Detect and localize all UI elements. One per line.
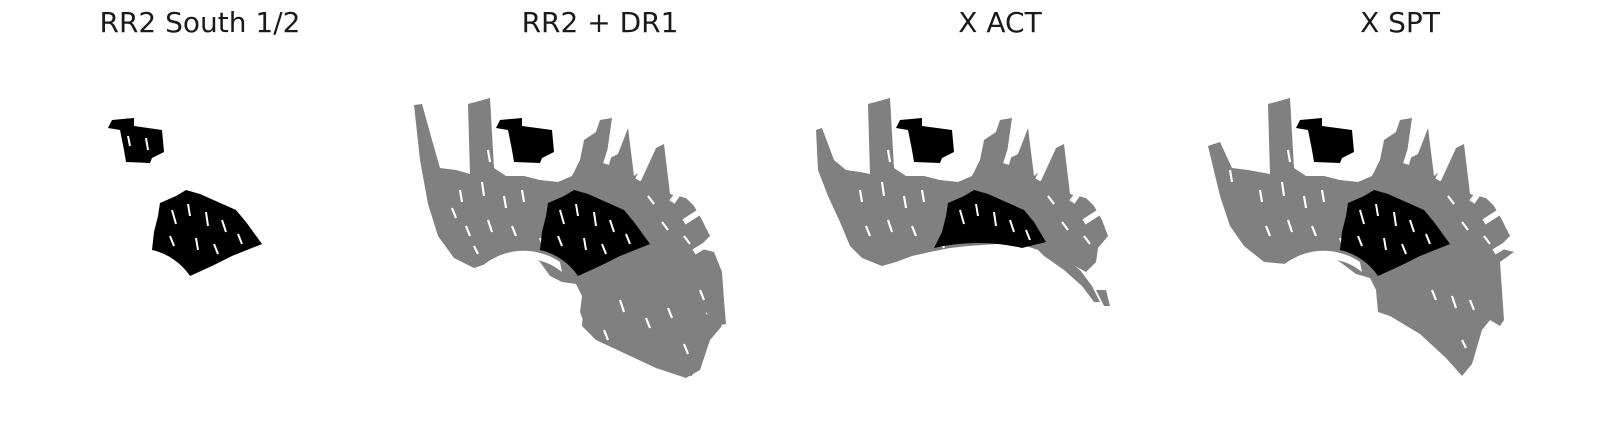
overlap-north-patch [1296, 118, 1354, 163]
coverage-cuts [1003, 107, 1120, 225]
overlap-south-wedge [152, 190, 262, 276]
panel-title: RR2 South 1/2 [99, 6, 301, 39]
coverage-cuts [1403, 107, 1532, 255]
coverage-gaps [440, 119, 706, 355]
footprint-region-overlap [896, 118, 1046, 248]
overlap-north-patch [496, 118, 554, 163]
overlap-south-wedge [934, 190, 1046, 248]
coverage-gaps [858, 149, 1091, 249]
survey-footprint-map [816, 98, 1120, 306]
footprint-region-overlap [108, 118, 262, 276]
panel-title: RR2 + DR1 [521, 6, 679, 39]
overlap-north-patch [108, 118, 164, 163]
panel-x-spt: X SPT [1200, 0, 1600, 435]
panel-title: X SPT [1360, 6, 1440, 39]
overlap-south-wedge [1340, 190, 1450, 276]
coverage-fan [816, 98, 1108, 272]
footprint-region-overlap [496, 118, 650, 276]
coverage-east-tip [1096, 290, 1110, 306]
survey-footprint-map [108, 118, 262, 276]
overlap-north-patch [896, 118, 954, 163]
survey-footprint-map [1208, 98, 1532, 378]
footprint-region-overlap [1296, 118, 1450, 276]
panel-x-act: X ACT [800, 0, 1200, 435]
overlap-south-wedge [540, 190, 650, 276]
panel-rr2-south: RR2 South 1/2 [0, 0, 400, 435]
coverage-cuts [603, 107, 732, 255]
coverage-lower-lobe [582, 292, 722, 378]
coverage-east-arc [1032, 244, 1100, 302]
overlap-gaps [127, 135, 243, 255]
central-arc-cutout [1280, 250, 1362, 276]
panel-rr2-dr1: RR2 + DR1 [400, 0, 800, 435]
panel-title: X ACT [958, 6, 1042, 39]
southern-arc-cutout [1372, 310, 1462, 378]
survey-footprint-map [414, 98, 732, 378]
central-arc-cutout [480, 250, 562, 276]
